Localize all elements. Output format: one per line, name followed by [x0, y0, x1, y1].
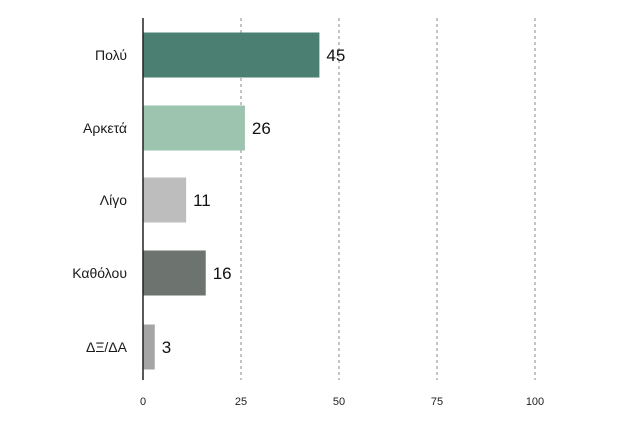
category-label-4: Καθόλου [72, 265, 127, 281]
x-tick-label-75: 75 [431, 396, 443, 408]
category-labels: Πολύ Αρκετά Λίγο Καθόλου ΔΞ/ΔΑ [72, 47, 127, 355]
category-label-1: Πολύ [95, 47, 127, 63]
bar-3 [143, 177, 187, 223]
bar-1 [143, 32, 320, 78]
data-label-5: 3 [162, 338, 171, 357]
data-label-1: 45 [326, 46, 345, 65]
x-tick-label-0: 0 [140, 396, 146, 408]
x-tick-labels: 0 25 50 75 100 [140, 396, 544, 408]
gridlines [240, 18, 536, 380]
data-labels: 45 26 11 16 3 [162, 46, 346, 357]
category-label-5: ΔΞ/ΔΑ [86, 339, 128, 355]
bar-5 [143, 324, 155, 370]
bar-4 [143, 250, 206, 296]
x-tick-label-50: 50 [333, 396, 345, 408]
category-label-3: Λίγο [100, 192, 127, 208]
bars [143, 32, 320, 370]
bar-2 [143, 105, 245, 151]
x-tick-label-100: 100 [526, 396, 544, 408]
data-label-4: 16 [213, 264, 232, 283]
data-label-2: 26 [252, 119, 271, 138]
data-label-3: 11 [193, 191, 211, 210]
category-label-2: Αρκετά [83, 120, 127, 136]
x-tick-label-25: 25 [235, 396, 247, 408]
